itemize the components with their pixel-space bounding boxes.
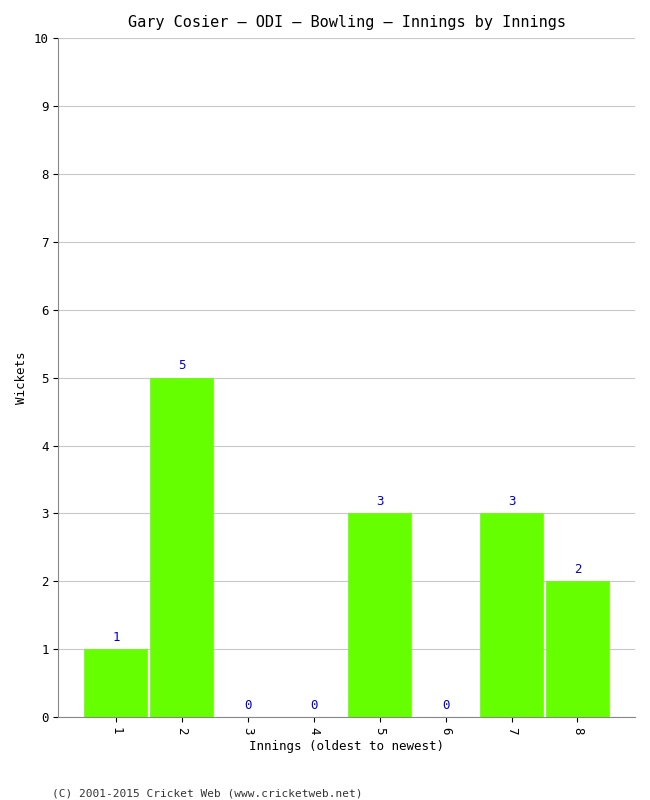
Text: 0: 0 bbox=[310, 698, 317, 712]
Y-axis label: Wickets: Wickets bbox=[15, 351, 28, 404]
Text: 3: 3 bbox=[376, 495, 384, 508]
Bar bbox=[84, 650, 147, 718]
Text: 3: 3 bbox=[508, 495, 515, 508]
Text: 2: 2 bbox=[574, 563, 581, 576]
Text: 1: 1 bbox=[112, 631, 120, 644]
Text: (C) 2001-2015 Cricket Web (www.cricketweb.net): (C) 2001-2015 Cricket Web (www.cricketwe… bbox=[52, 788, 363, 798]
Text: 0: 0 bbox=[442, 698, 449, 712]
Title: Gary Cosier – ODI – Bowling – Innings by Innings: Gary Cosier – ODI – Bowling – Innings by… bbox=[127, 15, 566, 30]
Text: 5: 5 bbox=[178, 359, 185, 372]
Bar bbox=[480, 514, 543, 718]
Text: 0: 0 bbox=[244, 698, 252, 712]
X-axis label: Innings (oldest to newest): Innings (oldest to newest) bbox=[249, 740, 444, 753]
Bar bbox=[150, 378, 213, 718]
Bar bbox=[348, 514, 411, 718]
Bar bbox=[546, 582, 609, 718]
